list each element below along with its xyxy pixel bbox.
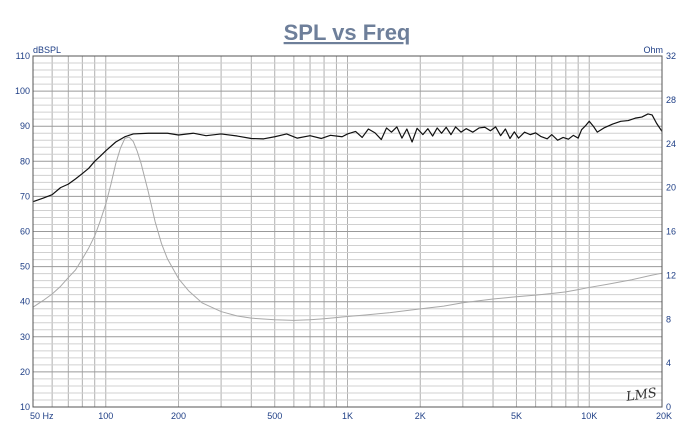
- x-axis-tick-label: 100: [98, 411, 113, 421]
- left-axis-tick-label: 30: [20, 332, 30, 342]
- right-axis-tick-label: 12: [666, 270, 676, 280]
- left-axis-tick-label: 100: [15, 86, 30, 96]
- right-axis-tick-label: 20: [666, 183, 676, 193]
- x-axis-tick-label: 1K: [342, 411, 353, 421]
- right-axis-tick-label: 0: [666, 402, 671, 412]
- left-axis-tick-label: 10: [20, 402, 30, 412]
- left-axis-tick-label: 40: [20, 297, 30, 307]
- left-axis-tick-label: 20: [20, 367, 30, 377]
- left-axis-tick-label: 80: [20, 156, 30, 166]
- lms-watermark: LMS: [624, 386, 658, 405]
- x-axis-tick-label: 10K: [581, 411, 597, 421]
- chart-grid: [33, 56, 662, 407]
- spl-curve: [32, 113, 663, 203]
- x-axis-tick-label: 200: [171, 411, 186, 421]
- x-axis-tick-label: 50 Hz: [30, 411, 54, 421]
- x-axis-tick-label: 2K: [415, 411, 426, 421]
- left-axis-tick-label: 60: [20, 227, 30, 237]
- axis-labels: 10 20 30 40 50 60 70 80 90 100 110 0 4 8 12 16 20 24 28 32 5…: [15, 51, 676, 421]
- left-axis-unit-label: dBSPL: [33, 45, 61, 55]
- right-axis-tick-label: 8: [666, 314, 671, 324]
- plot-frame: [32, 55, 663, 408]
- left-axis-tick-label: 90: [20, 121, 30, 131]
- impedance-curve: [32, 136, 663, 321]
- right-axis-tick-label: 4: [666, 358, 671, 368]
- left-axis-tick-label: 110: [16, 51, 30, 61]
- left-axis-tick-label: 70: [20, 191, 30, 201]
- x-axis-tick-label: 5K: [511, 411, 522, 421]
- right-axis-unit-label: Ohm: [643, 45, 663, 55]
- right-axis-tick-label: 28: [666, 95, 676, 105]
- chart-title: SPL vs Freq: [284, 20, 411, 45]
- right-axis-tick-label: 16: [666, 227, 676, 237]
- right-axis-tick-label: 32: [666, 51, 676, 61]
- x-axis-tick-label: 500: [267, 411, 282, 421]
- left-axis-tick-label: 50: [20, 262, 30, 272]
- chart-series-layer: [32, 113, 663, 321]
- right-axis-tick-label: 24: [666, 139, 676, 149]
- x-axis-tick-label: 20K: [656, 411, 672, 421]
